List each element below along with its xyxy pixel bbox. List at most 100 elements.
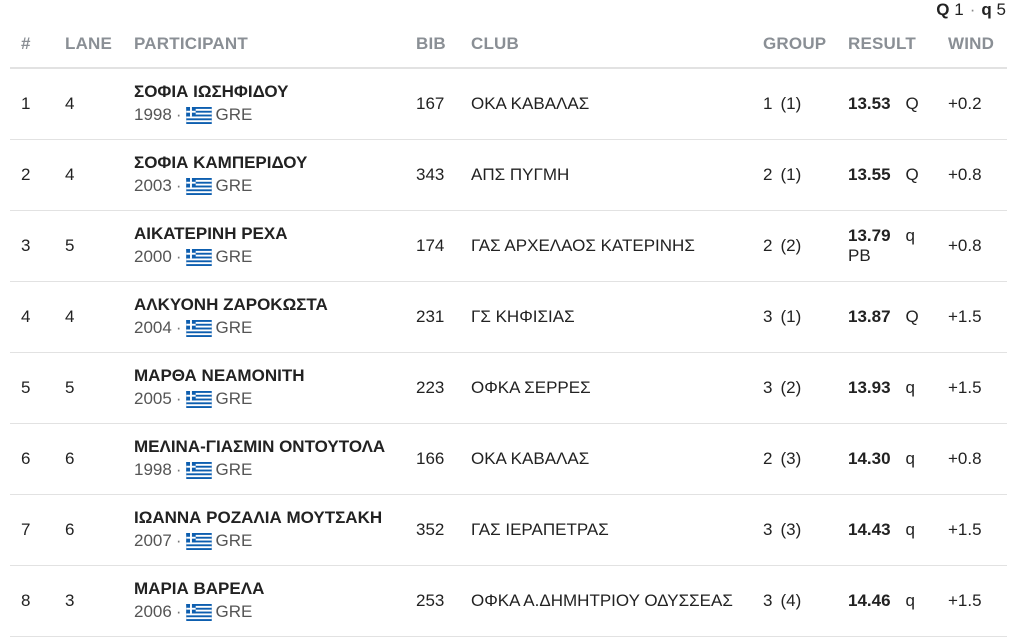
athlete-meta: 1998 · GRE	[134, 103, 252, 127]
meta-separator: ·	[175, 247, 182, 266]
rank-cell: 1	[21, 94, 31, 113]
lane-cell: 3	[65, 591, 75, 610]
column-header-participant-label: PARTICIPANT	[134, 33, 248, 53]
table-header: # LANE PARTICIPANT BIB CLUB GROUP RESULT…	[10, 20, 1007, 69]
table-row[interactable]: 4 4 ΑΛΚΥΟΝΗ ΖΑΡΟΚΩΣΤΑ 2004 · GRE	[10, 282, 1007, 353]
rank-cell: 8	[21, 591, 31, 610]
rank-cell: 6	[21, 449, 31, 468]
result-mark: 14.30	[848, 449, 891, 468]
legend-q-count: 1	[954, 0, 964, 19]
participant-cell: ΑΛΚΥΟΝΗ ΖΑΡΟΚΩΣΤΑ 2004 · GRE	[134, 282, 328, 352]
participant-cell: ΜΑΡΘΑ ΝΕΑΜΟΝΙΤΗ 2005 · GRE	[134, 353, 304, 423]
result-mark: 13.79	[848, 226, 891, 245]
wind-cell: +0.2	[948, 94, 982, 113]
result-cell: 14.43 q	[848, 495, 915, 565]
column-header-result[interactable]: RESULT	[848, 33, 916, 53]
table-row[interactable]: 1 4 ΣΟΦΙΑ ΙΩΣΗΦΙΔΟΥ 1998 · GRE 1	[10, 69, 1007, 140]
table-row[interactable]: 3 5 ΑΙΚΑΤΕΡΙΝΗ ΡΕΧΑ 2000 · GRE 1	[10, 211, 1007, 282]
group-number: 3	[763, 591, 773, 610]
result-cell: 13.93 q	[848, 353, 915, 423]
group-number: 2	[763, 236, 773, 255]
group-place: (3)	[780, 449, 802, 468]
qualification-badge: q	[905, 226, 916, 245]
result-wrap: 13.87 Q	[848, 307, 919, 327]
wind-cell: +0.8	[948, 165, 982, 184]
country-code: GRE	[215, 176, 253, 195]
birth-year: 2004	[134, 318, 172, 337]
participant-cell: ΑΙΚΑΤΕΡΙΝΗ ΡΕΧΑ 2000 · GRE	[134, 211, 288, 281]
greece-flag-icon	[185, 319, 212, 337]
personal-best-badge: PB	[848, 246, 871, 265]
group-cell: 3 (4)	[763, 566, 801, 636]
group-number: 3	[763, 520, 773, 539]
meta-separator: ·	[175, 389, 182, 408]
athlete-name-link[interactable]: ΜΑΡΘΑ ΝΕΑΜΟΝΙΤΗ	[134, 366, 305, 385]
birth-year: 1998	[134, 105, 172, 124]
country-code: GRE	[215, 318, 253, 337]
result-mark: 14.43	[848, 520, 891, 539]
greece-flag-icon	[185, 177, 212, 195]
column-header-rank[interactable]: #	[21, 33, 31, 53]
group-cell: 1 (1)	[763, 69, 801, 139]
group-place: (3)	[780, 520, 802, 539]
rank-cell: 7	[21, 520, 31, 539]
column-header-lane[interactable]: LANE	[65, 33, 113, 53]
table-body: 1 4 ΣΟΦΙΑ ΙΩΣΗΦΙΔΟΥ 1998 · GRE 1	[10, 69, 1007, 637]
athlete-name-link[interactable]: ΣΟΦΙΑ ΙΩΣΗΦΙΔΟΥ	[134, 82, 289, 101]
column-header-wind[interactable]: WIND	[948, 33, 995, 53]
wind-cell: +0.8	[948, 236, 982, 255]
athlete-meta: 2005 · GRE	[134, 387, 252, 411]
column-header-group[interactable]: GROUP	[763, 33, 827, 53]
table-row[interactable]: 2 4 ΣΟΦΙΑ ΚΑΜΠΕΡΙΔΟΥ 2003 · GRE	[10, 140, 1007, 211]
participant-cell: ΜΑΡΙΑ ΒΑΡΕΛΑ 2006 · GRE	[134, 566, 264, 636]
group-place: (1)	[780, 307, 802, 326]
group-cell: 3 (3)	[763, 495, 801, 565]
result-wrap: 13.53 Q	[848, 94, 919, 114]
meta-separator: ·	[175, 318, 182, 337]
club-cell: ΓΑΣ ΑΡΧΕΛΑΟΣ ΚΑΤΕΡΙΝΗΣ	[471, 236, 695, 255]
result-wrap: 13.55 Q	[848, 165, 919, 185]
bib-cell: 253	[416, 591, 445, 610]
column-header-bib[interactable]: BIB	[416, 33, 446, 53]
country-code: GRE	[215, 602, 253, 621]
group-cell: 2 (3)	[763, 424, 801, 494]
qualification-badge: q	[905, 520, 916, 539]
result-stack: 13.87	[848, 307, 891, 327]
athlete-name-link[interactable]: ΑΙΚΑΤΕΡΙΝΗ ΡΕΧΑ	[134, 224, 288, 243]
lane-cell: 6	[65, 520, 75, 539]
column-header-participant[interactable]: PARTICIPANT	[134, 20, 248, 67]
qualification-badge: Q	[905, 165, 919, 184]
legend-small-q-label: q	[981, 0, 992, 19]
bib-cell: 167	[416, 94, 445, 113]
column-header-club[interactable]: CLUB	[471, 33, 520, 53]
birth-year: 2003	[134, 176, 172, 195]
greece-flag-icon	[185, 603, 212, 621]
athlete-name-link[interactable]: ΑΛΚΥΟΝΗ ΖΑΡΟΚΩΣΤΑ	[134, 295, 328, 314]
result-stack: 13.79 PB	[848, 226, 891, 266]
group-number: 2	[763, 449, 773, 468]
result-wrap: 13.79 PB q	[848, 226, 915, 266]
lane-cell: 4	[65, 307, 75, 326]
table-row[interactable]: 6 6 ΜΕΛΙΝΑ-ΓΙΑΣΜΙΝ ΟΝΤΟΥΤΟΛΑ 1998 · GRE	[10, 424, 1007, 495]
meta-separator: ·	[175, 460, 182, 479]
participant-cell: ΜΕΛΙΝΑ-ΓΙΑΣΜΙΝ ΟΝΤΟΥΤΟΛΑ 1998 · GRE	[134, 424, 385, 494]
athlete-name-link[interactable]: ΣΟΦΙΑ ΚΑΜΠΕΡΙΔΟΥ	[134, 153, 308, 172]
table-row[interactable]: 5 5 ΜΑΡΘΑ ΝΕΑΜΟΝΙΤΗ 2005 · GRE 2	[10, 353, 1007, 424]
birth-year: 1998	[134, 460, 172, 479]
athlete-name-link[interactable]: ΜΑΡΙΑ ΒΑΡΕΛΑ	[134, 579, 265, 598]
bib-cell: 343	[416, 165, 445, 184]
birth-year: 2006	[134, 602, 172, 621]
greece-flag-icon	[185, 532, 212, 550]
athlete-meta: 2003 · GRE	[134, 174, 252, 198]
meta-separator: ·	[175, 105, 182, 124]
wind-cell: +1.5	[948, 307, 982, 326]
table-row[interactable]: 7 6 ΙΩΑΝΝΑ ΡΟΖΑΛΙΑ ΜΟΥΤΣΑΚΗ 2007 · GRE	[10, 495, 1007, 566]
table-row[interactable]: 8 3 ΜΑΡΙΑ ΒΑΡΕΛΑ 2006 · GRE 253	[10, 566, 1007, 637]
result-cell: 13.87 Q	[848, 282, 919, 352]
athlete-name-link[interactable]: ΜΕΛΙΝΑ-ΓΙΑΣΜΙΝ ΟΝΤΟΥΤΟΛΑ	[134, 437, 386, 456]
bib-cell: 352	[416, 520, 445, 539]
club-cell: ΟΦΚΑ Α.ΔΗΜΗΤΡΙΟΥ ΟΔΥΣΣΕΑΣ	[471, 591, 733, 610]
athlete-name-link[interactable]: ΙΩΑΝΝΑ ΡΟΖΑΛΙΑ ΜΟΥΤΣΑΚΗ	[134, 508, 383, 527]
birth-year: 2000	[134, 247, 172, 266]
lane-cell: 6	[65, 449, 75, 468]
